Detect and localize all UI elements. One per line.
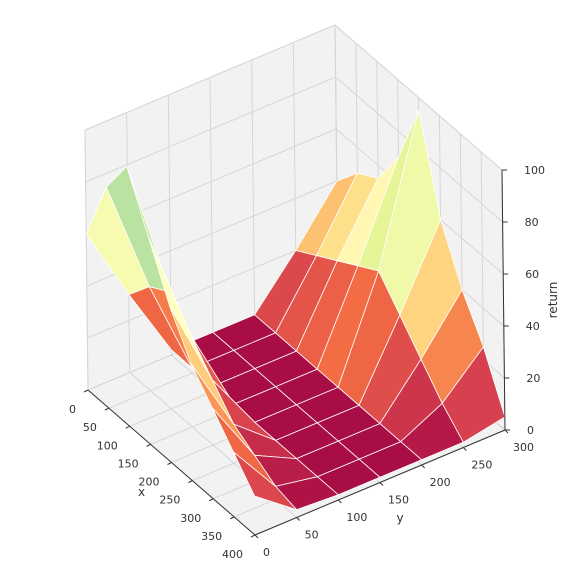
z-tick-label: 0 — [527, 424, 534, 437]
y-tick-label: 150 — [388, 494, 409, 507]
y-tick-label: 250 — [471, 459, 492, 472]
y-tick — [254, 534, 259, 539]
y-tick-label: 0 — [263, 546, 270, 559]
x-tick — [146, 443, 151, 447]
z-tick-label: 40 — [526, 320, 540, 333]
y-grid-line — [209, 77, 214, 338]
axis-line — [87, 389, 256, 536]
z-grid-line — [84, 24, 336, 131]
x-tick-label: 200 — [139, 476, 160, 489]
x-tick — [188, 480, 193, 484]
y-tick — [379, 482, 384, 486]
y-tick-label: 300 — [513, 441, 534, 454]
x-tick-label: 100 — [97, 439, 118, 452]
surface-patch — [233, 451, 298, 511]
y-tick-label: 200 — [430, 476, 451, 489]
z-grid-line — [334, 24, 503, 171]
y-tick — [296, 517, 301, 521]
x-tick-label: 150 — [118, 457, 139, 470]
y-tick — [337, 499, 342, 504]
y-tick-label: 100 — [346, 511, 367, 524]
z-axis-title: return — [546, 282, 560, 319]
x-tick — [250, 534, 256, 538]
x-tick-label: 0 — [69, 403, 76, 416]
z-tick-label: 100 — [524, 164, 545, 177]
y-tick-label: 50 — [305, 529, 319, 542]
z-tick-label: 20 — [526, 372, 540, 385]
axis-line — [254, 429, 506, 536]
y-axis-title: y — [396, 511, 403, 525]
x-tick-label: 300 — [180, 512, 201, 525]
x-tick — [83, 389, 89, 393]
surface — [85, 110, 506, 511]
x-tick — [209, 498, 214, 502]
y-tick — [462, 447, 467, 451]
x-tick — [125, 425, 130, 429]
y-grid-line — [251, 59, 256, 321]
z-grid-line — [85, 76, 336, 183]
y-grid-line — [84, 129, 89, 391]
z-tick-label: 60 — [525, 268, 539, 281]
x-tick-label: 250 — [159, 494, 180, 507]
z-tick-label: 80 — [525, 216, 539, 229]
x-tick — [167, 462, 172, 465]
x-tick-label: 400 — [222, 548, 243, 561]
x-tick-label: 50 — [83, 421, 97, 434]
x-axis-title: x — [138, 485, 145, 499]
x-tick — [104, 407, 110, 411]
axis-line — [501, 169, 506, 431]
x-tick — [229, 516, 235, 520]
y-tick — [421, 464, 426, 469]
x-tick-label: 350 — [201, 530, 222, 543]
